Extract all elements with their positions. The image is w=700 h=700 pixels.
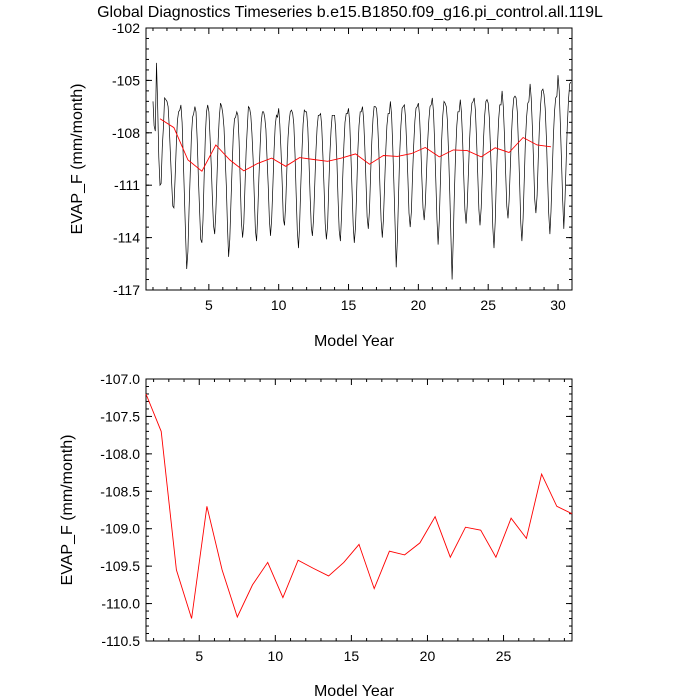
top-x-tick-label: 15 [341,297,357,313]
top-x-axis-label: Model Year [314,333,395,350]
top-series-line-monthly [152,62,572,280]
top-y-tick-label: -114 [113,230,140,246]
top-x-tick-label: 20 [411,297,427,313]
top-series-line-annual-mean [159,118,552,172]
top-plot-frame [145,27,573,291]
top-x-tick-label: 5 [205,297,213,313]
top-y-tick-label: -117 [113,282,140,298]
top-x-tick-label: 30 [550,297,566,313]
bottom-y-tick-label: -108.0 [100,446,140,462]
bottom-y-tick-label: -107.5 [100,408,140,424]
bottom-y-tick-label: -109.5 [100,558,140,574]
bottom-x-tick-label: 20 [420,648,436,664]
page-title: Global Diagnostics Timeseries b.e15.B185… [97,4,603,21]
top-y-tick-label: -111 [114,177,140,193]
bottom-x-tick-label: 5 [195,648,203,664]
bottom-plot-frame [145,378,573,642]
top-chart: Model Year EVAP_F (mm/month) [69,27,573,350]
bottom-series-line-annual-mean [145,393,573,619]
top-y-tick-label: -105 [112,72,140,88]
bottom-x-tick-label: 25 [496,648,512,664]
bottom-x-tick-label: 15 [344,648,360,664]
top-y-tick-label: -108 [112,125,140,141]
bottom-y-tick-label: -109.0 [100,521,140,537]
bottom-y-tick-label: -110.0 [101,596,140,612]
top-y-axis-label: EVAP_F (mm/month) [69,84,86,235]
top-y-tick-label: -102 [112,20,140,36]
bottom-x-axis-label: Model Year [314,683,395,700]
bottom-y-tick-label: -107.0 [100,371,140,387]
bottom-y-axis-label: EVAP_F (mm/month) [59,435,76,586]
bottom-chart: Model Year EVAP_F (mm/month) [59,378,573,700]
bottom-y-tick-label: -110.5 [101,633,140,649]
top-x-tick-label: 10 [271,297,287,313]
top-x-tick-label: 25 [480,297,496,313]
bottom-x-tick-label: 10 [268,648,284,664]
bottom-y-tick-label: -108.5 [100,483,140,499]
